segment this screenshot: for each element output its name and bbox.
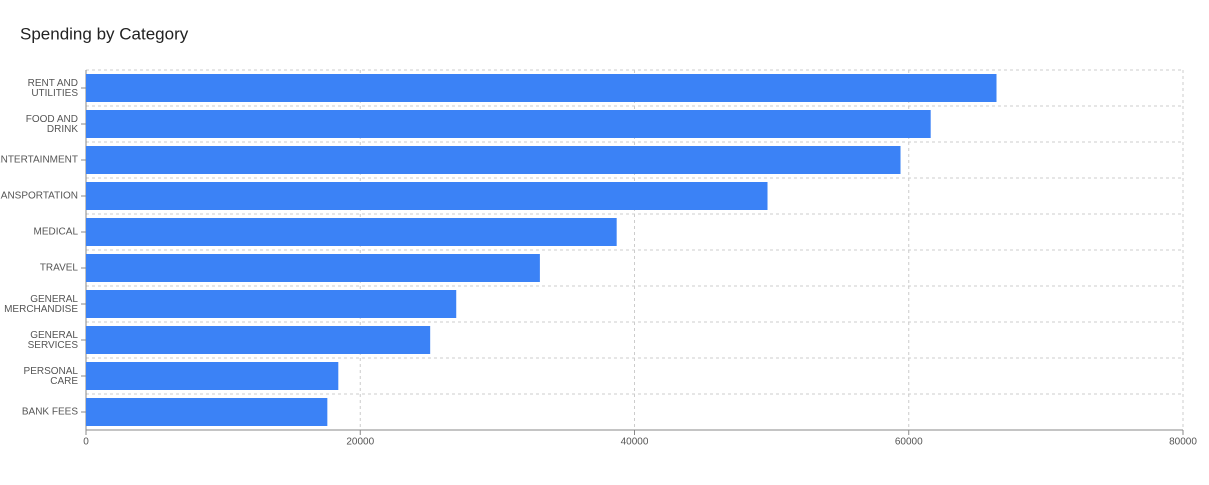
y-tick-label: RENT AND UTILITIES (28, 78, 79, 99)
y-tick-label: BANK FEES (22, 407, 78, 418)
bar (86, 182, 768, 210)
y-tick-label: ENTERTAINMENT (0, 155, 78, 166)
bar (86, 326, 431, 354)
bar (86, 218, 617, 246)
bar (86, 362, 339, 390)
chart-title: Spending by Category (20, 24, 189, 43)
x-tick-label: 20000 (346, 437, 374, 448)
bar (86, 146, 901, 174)
bar (86, 398, 328, 426)
x-tick-label: 0 (83, 437, 89, 448)
y-tick-label: GENERAL SERVICES (25, 330, 79, 351)
x-tick-label: 60000 (895, 437, 923, 448)
x-tick-label: 80000 (1169, 437, 1197, 448)
y-tick-label: TRANSPORTATION (0, 191, 78, 202)
x-tick-label: 40000 (621, 437, 649, 448)
bar (86, 110, 931, 138)
y-tick-label: PERSONAL CARE (24, 366, 79, 387)
y-tick-label: MEDICAL (34, 227, 79, 238)
y-tick-label: GENERAL MERCHANDISE (1, 294, 78, 315)
bar (86, 254, 540, 282)
bar (86, 290, 457, 318)
bar (86, 74, 997, 102)
y-tick-label: FOOD AND DRINK (26, 114, 79, 135)
y-tick-label: TRAVEL (40, 263, 79, 274)
